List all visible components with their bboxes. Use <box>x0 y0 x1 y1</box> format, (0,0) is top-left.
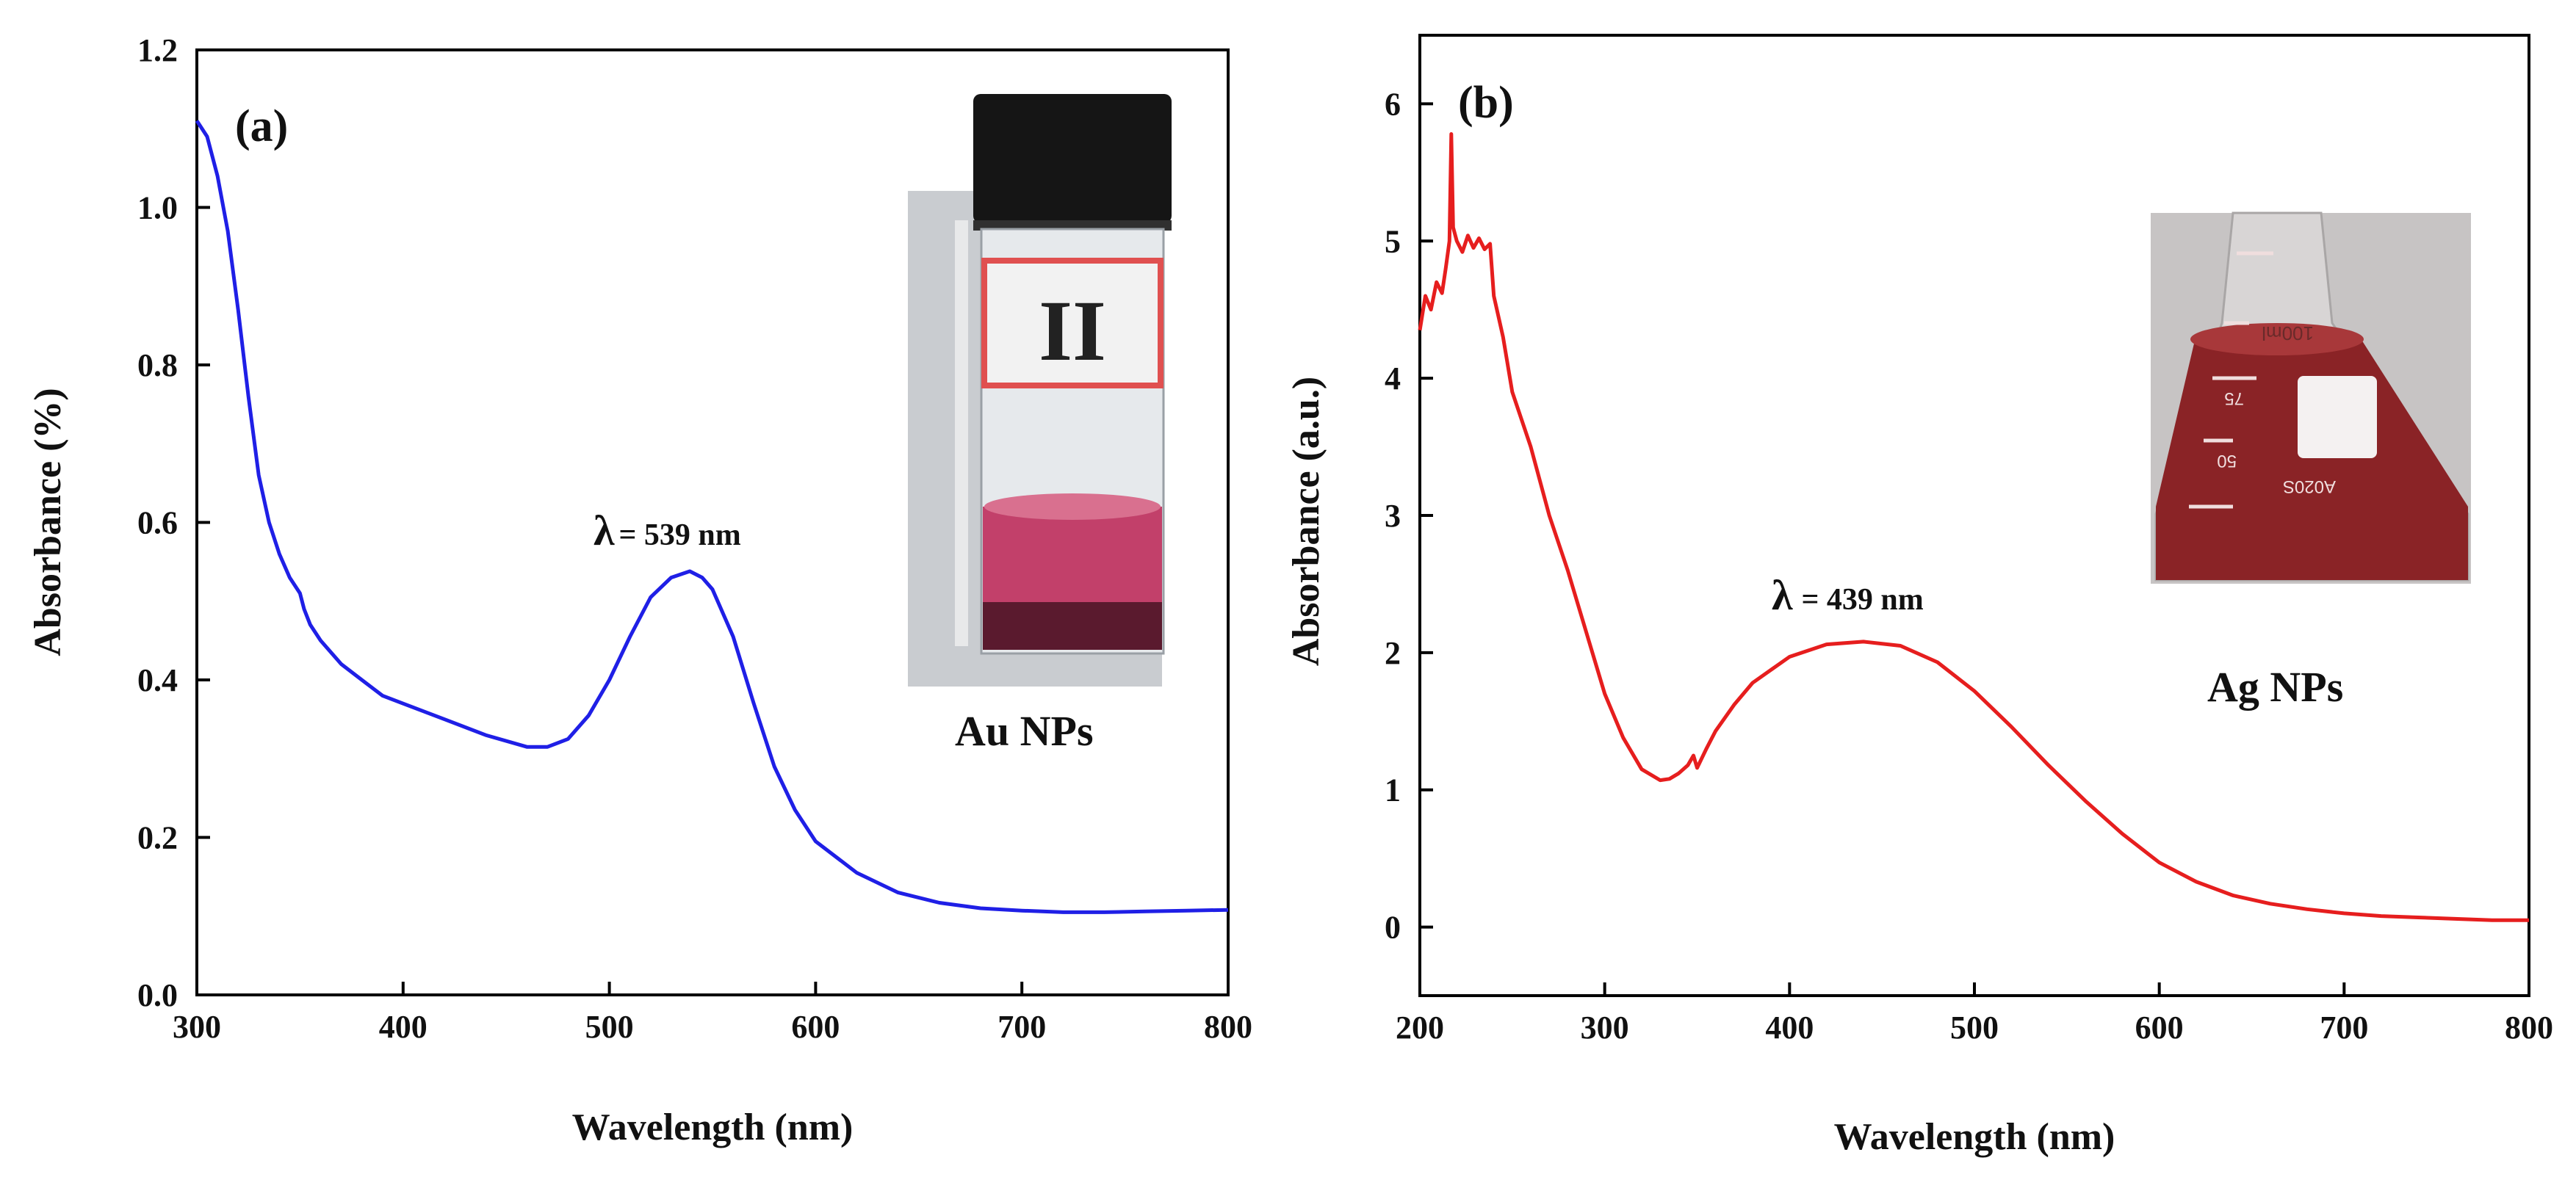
y-tick-label: 0.0 <box>137 977 178 1013</box>
lambda-symbol: λ <box>1772 571 1793 619</box>
panel-a-inset-label: Au NPs <box>955 707 1094 755</box>
x-tick-label: 600 <box>791 1009 840 1045</box>
flask-mark-volume: 100ml <box>2262 322 2314 344</box>
panel-a: 300 400 500 600 700 800 0.0 0.2 0.4 0.6 0.8 1.0 1.2… <box>27 32 1252 1148</box>
panel-b-label: (b) <box>1458 78 1514 128</box>
x-tick-label: 800 <box>2505 1010 2553 1046</box>
y-tick-label: 2 <box>1385 635 1401 671</box>
flask-mark-75: 75 <box>2224 388 2244 408</box>
y-tick-label: 0.4 <box>137 662 178 698</box>
panel-a-x-ticks: 300 400 500 600 700 800 <box>173 982 1252 1045</box>
vial-label-sticker <box>981 258 1163 388</box>
panel-a-y-axis-title: Absorbance (%) <box>27 388 69 656</box>
y-tick-label: 0.8 <box>137 347 178 383</box>
peak-text: = 439 nm <box>1802 583 1924 617</box>
panel-b: 200 300 400 500 600 700 800 0 1 2 3 4 5 6 (b) 100ml … <box>1285 34 2553 1158</box>
y-tick-label: 1.0 <box>137 190 178 226</box>
x-tick-label: 600 <box>2135 1010 2184 1046</box>
panel-b-absorbance-line <box>1418 132 2529 922</box>
panel-a-peak-annotation: λ = 539 nm <box>594 507 741 554</box>
x-tick-label: 300 <box>1581 1010 1629 1046</box>
panel-b-peak-annotation: λ = 439 nm <box>1772 571 1924 619</box>
panel-b-y-axis-title: Absorbance (a.u.) <box>1285 377 1327 666</box>
flask-mark-code: A020S <box>2283 477 2336 496</box>
lambda-symbol: λ <box>594 507 615 554</box>
y-tick-label: 1.2 <box>137 32 178 68</box>
vial-label-text: II <box>1039 283 1106 379</box>
y-tick-label: 5 <box>1385 223 1401 259</box>
x-tick-label: 700 <box>2320 1010 2368 1046</box>
x-tick-label: 800 <box>1204 1009 1252 1045</box>
vial-cap <box>973 94 1172 223</box>
y-tick-label: 0 <box>1385 910 1401 946</box>
panel-a-y-ticks: 0.0 0.2 0.4 0.6 0.8 1.0 1.2 <box>137 32 210 1013</box>
panel-a-label: (a) <box>235 101 288 151</box>
x-tick-label: 400 <box>379 1009 427 1045</box>
panel-a-absorbance-line <box>195 120 1229 914</box>
y-tick-label: 0.2 <box>137 820 178 856</box>
x-tick-label: 500 <box>1950 1010 1999 1046</box>
flask-mark-50: 50 <box>2217 451 2237 471</box>
panel-b-inset-photo: 100ml 75 50 A020S <box>2151 211 2471 584</box>
y-tick-label: 0.6 <box>137 505 178 541</box>
x-tick-label: 300 <box>173 1009 221 1045</box>
x-tick-label: 200 <box>1396 1010 1444 1046</box>
y-tick-label: 4 <box>1385 361 1401 396</box>
panel-a-inset-photo: II <box>908 94 1172 687</box>
panel-b-inset-label: Ag NPs <box>2207 663 2343 711</box>
y-tick-label: 3 <box>1385 498 1401 534</box>
panel-b-x-axis-title: Wavelength (nm) <box>1834 1116 2115 1158</box>
panel-b-x-ticks: 200 300 400 500 600 700 800 <box>1396 982 2553 1046</box>
flask-label-sticker <box>2298 376 2377 458</box>
x-tick-label: 500 <box>585 1009 634 1045</box>
y-tick-label: 6 <box>1385 86 1401 122</box>
peak-text: = 539 nm <box>619 518 741 552</box>
x-tick-label: 700 <box>997 1009 1046 1045</box>
panel-a-x-axis-title: Wavelength (nm) <box>572 1107 854 1148</box>
y-tick-label: 1 <box>1385 772 1401 808</box>
panel-b-y-ticks: 0 1 2 3 4 5 6 <box>1385 86 1433 946</box>
x-tick-label: 400 <box>1765 1010 1814 1046</box>
